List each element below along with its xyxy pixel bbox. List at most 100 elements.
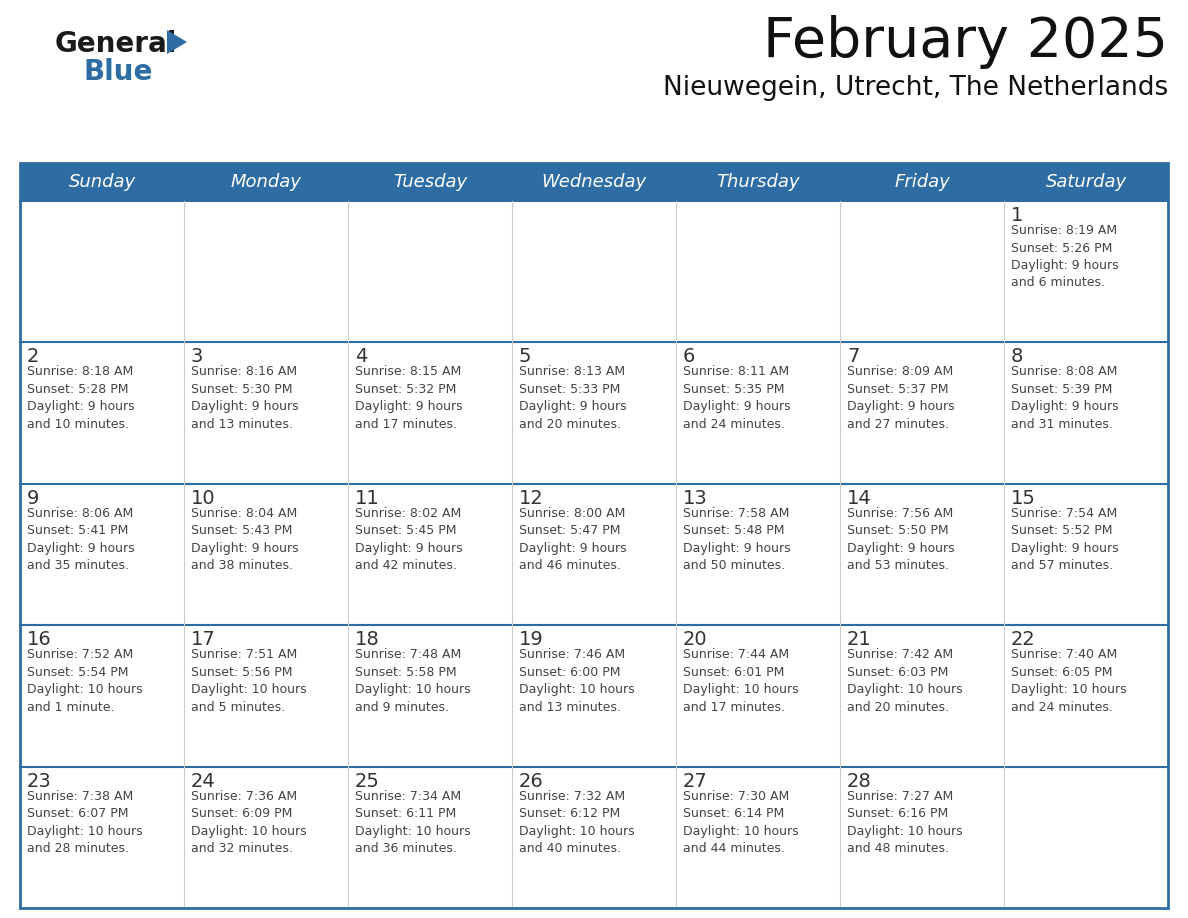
Bar <box>1004 767 1168 908</box>
Text: Sunrise: 8:16 AM
Sunset: 5:30 PM
Daylight: 9 hours
and 13 minutes.: Sunrise: 8:16 AM Sunset: 5:30 PM Dayligh… <box>191 365 298 431</box>
Text: 13: 13 <box>683 488 708 508</box>
Text: Sunrise: 7:46 AM
Sunset: 6:00 PM
Daylight: 10 hours
and 13 minutes.: Sunrise: 7:46 AM Sunset: 6:00 PM Dayligh… <box>519 648 634 713</box>
Bar <box>20 767 184 908</box>
Text: Sunrise: 8:06 AM
Sunset: 5:41 PM
Daylight: 9 hours
and 35 minutes.: Sunrise: 8:06 AM Sunset: 5:41 PM Dayligh… <box>27 507 134 572</box>
Bar <box>348 767 512 908</box>
Text: 5: 5 <box>519 347 531 366</box>
Text: 16: 16 <box>27 630 52 649</box>
Bar <box>348 484 512 625</box>
Text: 15: 15 <box>1011 488 1036 508</box>
Bar <box>676 767 840 908</box>
Text: Nieuwegein, Utrecht, The Netherlands: Nieuwegein, Utrecht, The Netherlands <box>663 75 1168 101</box>
Bar <box>184 767 348 908</box>
Text: Sunrise: 7:36 AM
Sunset: 6:09 PM
Daylight: 10 hours
and 32 minutes.: Sunrise: 7:36 AM Sunset: 6:09 PM Dayligh… <box>191 789 307 855</box>
Text: Wednesday: Wednesday <box>542 173 646 191</box>
Text: 27: 27 <box>683 772 708 790</box>
Text: 21: 21 <box>847 630 872 649</box>
Bar <box>1004 625 1168 767</box>
Text: General: General <box>55 30 177 58</box>
Bar <box>184 484 348 625</box>
Bar <box>20 201 184 342</box>
Bar <box>512 342 676 484</box>
Bar <box>20 625 184 767</box>
Text: 20: 20 <box>683 630 708 649</box>
Text: 22: 22 <box>1011 630 1036 649</box>
Bar <box>348 342 512 484</box>
Bar <box>348 201 512 342</box>
Text: 28: 28 <box>847 772 872 790</box>
Text: Sunrise: 8:11 AM
Sunset: 5:35 PM
Daylight: 9 hours
and 24 minutes.: Sunrise: 8:11 AM Sunset: 5:35 PM Dayligh… <box>683 365 791 431</box>
Bar <box>512 484 676 625</box>
Bar <box>1004 342 1168 484</box>
Bar <box>20 342 184 484</box>
Text: 2: 2 <box>27 347 39 366</box>
Text: 17: 17 <box>191 630 216 649</box>
Text: Sunrise: 8:08 AM
Sunset: 5:39 PM
Daylight: 9 hours
and 31 minutes.: Sunrise: 8:08 AM Sunset: 5:39 PM Dayligh… <box>1011 365 1119 431</box>
Text: Sunrise: 8:04 AM
Sunset: 5:43 PM
Daylight: 9 hours
and 38 minutes.: Sunrise: 8:04 AM Sunset: 5:43 PM Dayligh… <box>191 507 298 572</box>
Bar <box>840 342 1004 484</box>
Text: Sunrise: 7:38 AM
Sunset: 6:07 PM
Daylight: 10 hours
and 28 minutes.: Sunrise: 7:38 AM Sunset: 6:07 PM Dayligh… <box>27 789 143 855</box>
Text: Sunrise: 8:02 AM
Sunset: 5:45 PM
Daylight: 9 hours
and 42 minutes.: Sunrise: 8:02 AM Sunset: 5:45 PM Dayligh… <box>355 507 462 572</box>
Text: Sunrise: 8:13 AM
Sunset: 5:33 PM
Daylight: 9 hours
and 20 minutes.: Sunrise: 8:13 AM Sunset: 5:33 PM Dayligh… <box>519 365 626 431</box>
Text: Sunrise: 7:40 AM
Sunset: 6:05 PM
Daylight: 10 hours
and 24 minutes.: Sunrise: 7:40 AM Sunset: 6:05 PM Dayligh… <box>1011 648 1126 713</box>
Bar <box>840 484 1004 625</box>
Text: Sunrise: 7:44 AM
Sunset: 6:01 PM
Daylight: 10 hours
and 17 minutes.: Sunrise: 7:44 AM Sunset: 6:01 PM Dayligh… <box>683 648 798 713</box>
Text: Sunrise: 7:27 AM
Sunset: 6:16 PM
Daylight: 10 hours
and 48 minutes.: Sunrise: 7:27 AM Sunset: 6:16 PM Dayligh… <box>847 789 962 855</box>
Text: Sunday: Sunday <box>69 173 135 191</box>
Text: Thursday: Thursday <box>716 173 800 191</box>
Bar <box>20 163 1168 201</box>
Bar <box>184 625 348 767</box>
Text: Sunrise: 8:00 AM
Sunset: 5:47 PM
Daylight: 9 hours
and 46 minutes.: Sunrise: 8:00 AM Sunset: 5:47 PM Dayligh… <box>519 507 626 572</box>
Text: 6: 6 <box>683 347 695 366</box>
Text: 9: 9 <box>27 488 39 508</box>
Text: Friday: Friday <box>895 173 950 191</box>
Text: 19: 19 <box>519 630 544 649</box>
Text: 26: 26 <box>519 772 544 790</box>
Bar <box>20 163 1168 908</box>
Text: Blue: Blue <box>83 58 152 86</box>
Text: 18: 18 <box>355 630 380 649</box>
Bar <box>676 484 840 625</box>
Text: Sunrise: 7:32 AM
Sunset: 6:12 PM
Daylight: 10 hours
and 40 minutes.: Sunrise: 7:32 AM Sunset: 6:12 PM Dayligh… <box>519 789 634 855</box>
Text: Sunrise: 7:56 AM
Sunset: 5:50 PM
Daylight: 9 hours
and 53 minutes.: Sunrise: 7:56 AM Sunset: 5:50 PM Dayligh… <box>847 507 955 572</box>
Text: Saturday: Saturday <box>1045 173 1126 191</box>
Text: Sunrise: 8:18 AM
Sunset: 5:28 PM
Daylight: 9 hours
and 10 minutes.: Sunrise: 8:18 AM Sunset: 5:28 PM Dayligh… <box>27 365 134 431</box>
Bar <box>1004 484 1168 625</box>
Text: 10: 10 <box>191 488 216 508</box>
Text: Sunrise: 7:51 AM
Sunset: 5:56 PM
Daylight: 10 hours
and 5 minutes.: Sunrise: 7:51 AM Sunset: 5:56 PM Dayligh… <box>191 648 307 713</box>
Text: 3: 3 <box>191 347 203 366</box>
Text: 11: 11 <box>355 488 380 508</box>
Text: Tuesday: Tuesday <box>393 173 467 191</box>
Text: 24: 24 <box>191 772 216 790</box>
Text: 8: 8 <box>1011 347 1023 366</box>
Bar <box>184 342 348 484</box>
Text: Sunrise: 8:09 AM
Sunset: 5:37 PM
Daylight: 9 hours
and 27 minutes.: Sunrise: 8:09 AM Sunset: 5:37 PM Dayligh… <box>847 365 955 431</box>
Bar <box>840 625 1004 767</box>
Bar <box>184 201 348 342</box>
Bar <box>840 201 1004 342</box>
Bar <box>840 767 1004 908</box>
Bar <box>676 625 840 767</box>
Polygon shape <box>168 30 187 54</box>
Text: 7: 7 <box>847 347 859 366</box>
Text: Sunrise: 7:34 AM
Sunset: 6:11 PM
Daylight: 10 hours
and 36 minutes.: Sunrise: 7:34 AM Sunset: 6:11 PM Dayligh… <box>355 789 470 855</box>
Bar <box>348 625 512 767</box>
Text: February 2025: February 2025 <box>763 15 1168 69</box>
Bar <box>20 484 184 625</box>
Text: Sunrise: 7:30 AM
Sunset: 6:14 PM
Daylight: 10 hours
and 44 minutes.: Sunrise: 7:30 AM Sunset: 6:14 PM Dayligh… <box>683 789 798 855</box>
Text: Sunrise: 7:54 AM
Sunset: 5:52 PM
Daylight: 9 hours
and 57 minutes.: Sunrise: 7:54 AM Sunset: 5:52 PM Dayligh… <box>1011 507 1119 572</box>
Text: Sunrise: 7:42 AM
Sunset: 6:03 PM
Daylight: 10 hours
and 20 minutes.: Sunrise: 7:42 AM Sunset: 6:03 PM Dayligh… <box>847 648 962 713</box>
Bar <box>676 342 840 484</box>
Text: Sunrise: 7:48 AM
Sunset: 5:58 PM
Daylight: 10 hours
and 9 minutes.: Sunrise: 7:48 AM Sunset: 5:58 PM Dayligh… <box>355 648 470 713</box>
Bar <box>512 201 676 342</box>
Bar <box>512 767 676 908</box>
Text: Sunrise: 7:58 AM
Sunset: 5:48 PM
Daylight: 9 hours
and 50 minutes.: Sunrise: 7:58 AM Sunset: 5:48 PM Dayligh… <box>683 507 791 572</box>
Text: Sunrise: 7:52 AM
Sunset: 5:54 PM
Daylight: 10 hours
and 1 minute.: Sunrise: 7:52 AM Sunset: 5:54 PM Dayligh… <box>27 648 143 713</box>
Text: 1: 1 <box>1011 206 1023 225</box>
Bar <box>20 163 1168 908</box>
Bar <box>1004 201 1168 342</box>
Text: Sunrise: 8:15 AM
Sunset: 5:32 PM
Daylight: 9 hours
and 17 minutes.: Sunrise: 8:15 AM Sunset: 5:32 PM Dayligh… <box>355 365 462 431</box>
Text: Monday: Monday <box>230 173 302 191</box>
Bar <box>512 625 676 767</box>
Text: Sunrise: 8:19 AM
Sunset: 5:26 PM
Daylight: 9 hours
and 6 minutes.: Sunrise: 8:19 AM Sunset: 5:26 PM Dayligh… <box>1011 224 1119 289</box>
